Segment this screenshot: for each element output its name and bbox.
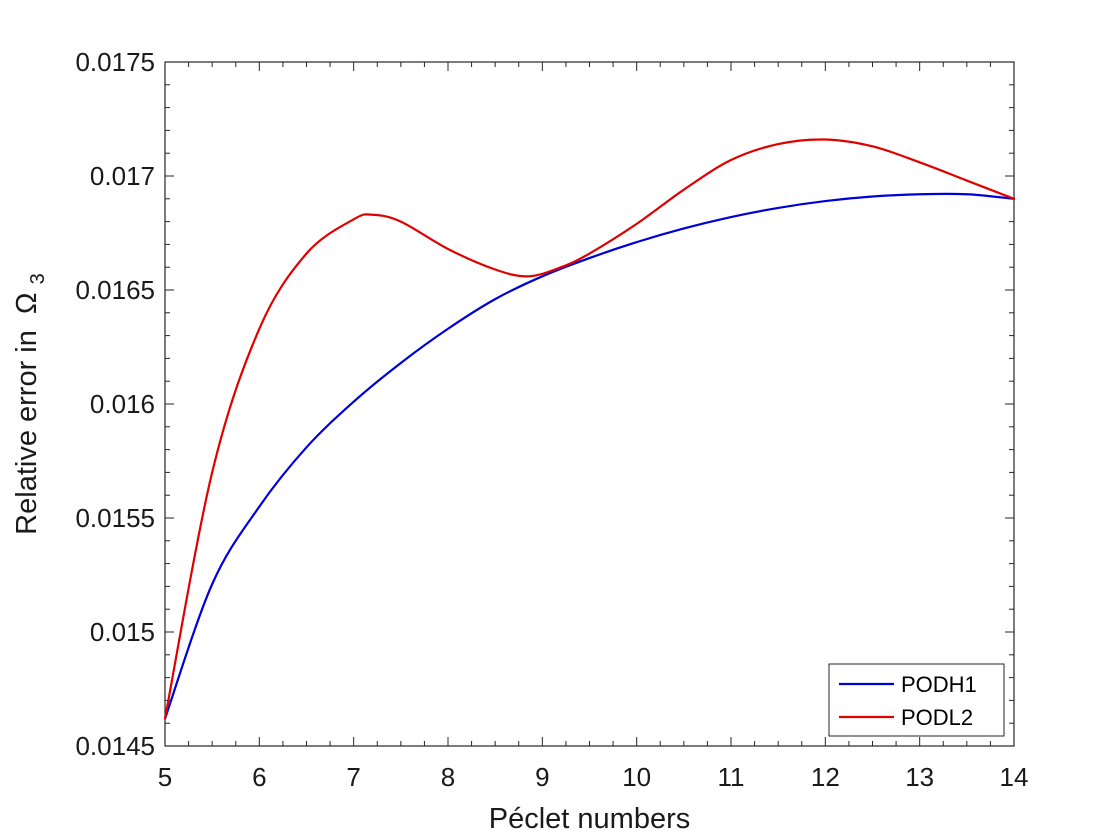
y-tick-label: 0.017 [90, 161, 155, 191]
x-axis-tick-labels: 5 6 7 8 9 10 11 12 13 14 [158, 762, 1029, 792]
x-tick-label: 9 [535, 762, 549, 792]
legend: PODH1 PODL2 [828, 663, 1005, 737]
x-tick-label: 11 [718, 762, 745, 792]
y-axis-label-symbol: Ω [11, 292, 43, 314]
plot-frame [164, 61, 1015, 747]
series-line-podh1 [163, 192, 1016, 720]
x-tick-label: 8 [441, 762, 455, 792]
legend-items: PODH1 PODL2 [839, 672, 977, 730]
y-tick-label: 0.0165 [75, 275, 155, 305]
y-axis-tick-labels: 0.0145 0.015 0.0155 0.016 0.0165 0.017 0.0175 [75, 47, 155, 761]
series-layer [163, 138, 1016, 720]
series-line-podl2 [163, 138, 1016, 720]
legend-label-podl2: PODL2 [901, 705, 973, 730]
y-tick-label: 0.0145 [75, 731, 155, 761]
plot-area [163, 61, 1016, 747]
y-axis-label: Relative error in Ω 3 [11, 273, 49, 535]
x-tick-label: 12 [811, 762, 840, 792]
y-tick-label: 0.0175 [75, 47, 155, 77]
legend-label-podh1: PODH1 [901, 672, 977, 697]
x-tick-label: 7 [346, 762, 360, 792]
y-tick-label: 0.015 [90, 617, 155, 647]
y-tick-label: 0.0155 [75, 503, 155, 533]
y-axis-label-text: Relative error in [11, 330, 43, 535]
x-tick-label: 14 [1000, 762, 1029, 792]
x-tick-label: 10 [622, 762, 651, 792]
x-tick-label: 5 [158, 762, 172, 792]
x-axis-label: Péclet numbers [489, 803, 691, 835]
y-axis-label-subscript: 3 [27, 273, 49, 284]
x-tick-label: 6 [252, 762, 266, 792]
y-tick-label: 0.016 [90, 389, 155, 419]
axis-ticks [164, 61, 1015, 747]
x-tick-label: 13 [905, 762, 934, 792]
legend-box [828, 663, 1005, 737]
